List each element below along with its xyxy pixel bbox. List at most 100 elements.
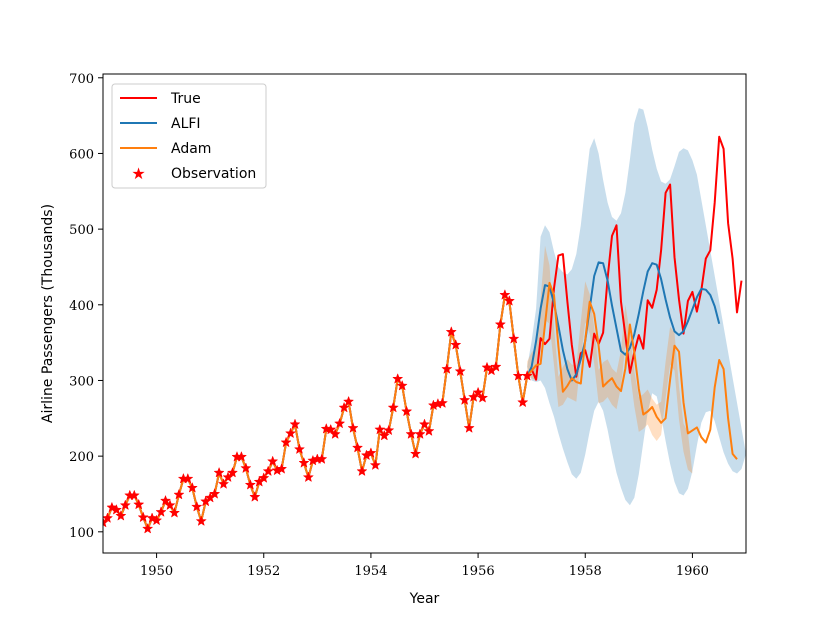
observation-marker <box>436 397 448 408</box>
y-tick-label: 600 <box>69 147 94 162</box>
observation-marker <box>150 514 163 526</box>
observation-marker <box>378 429 390 441</box>
observation-marker <box>235 451 248 462</box>
observation-marker <box>217 478 230 489</box>
x-tick-label: 1952 <box>247 564 280 579</box>
observation-marker <box>334 417 346 429</box>
y-tick-label: 200 <box>69 450 94 465</box>
observation-marker <box>476 391 489 403</box>
observation-marker <box>459 394 471 405</box>
observation-marker <box>119 499 131 511</box>
observation-marker <box>374 423 386 435</box>
legend: True ALFI Adam ★ Observation <box>111 83 267 189</box>
observation-marker <box>423 425 435 436</box>
x-tick-label: 1956 <box>462 564 495 579</box>
legend-box <box>111 83 267 189</box>
observation-marker <box>387 401 399 413</box>
x-tick-label: 1950 <box>140 564 173 579</box>
observation-marker <box>164 499 176 511</box>
observation-marker <box>418 418 431 430</box>
observation-marker <box>128 489 140 501</box>
observation-marker <box>396 379 408 391</box>
observation-marker <box>191 500 203 512</box>
observation-marker <box>298 457 310 468</box>
observation-marker <box>244 478 256 490</box>
observation-marker <box>329 428 341 439</box>
observation-marker <box>226 466 239 478</box>
observation-marker <box>445 326 457 337</box>
observation-marker <box>472 386 484 398</box>
y-axis-label: Airline Passengers (Thousands) <box>40 204 56 423</box>
x-tick-label: 1954 <box>354 564 387 579</box>
observation-marker <box>401 405 413 417</box>
observation-marker <box>351 441 364 453</box>
observation-marker <box>499 289 511 300</box>
observation-marker <box>249 491 261 502</box>
adam-uncertainty-band <box>527 245 693 474</box>
observation-marker <box>383 424 395 436</box>
y-tick-label: 400 <box>69 299 94 314</box>
observation-marker <box>490 360 502 372</box>
observation-marker <box>115 509 127 521</box>
observation-marker <box>503 295 515 306</box>
alfi-uncertainty-band <box>527 108 746 506</box>
plot-frame <box>102 73 747 554</box>
observation-marker <box>284 427 297 439</box>
observation-marker <box>450 338 462 350</box>
observation-marker <box>155 506 167 517</box>
legend-label-true: True <box>170 91 201 107</box>
observation-marker <box>262 465 274 477</box>
observation-marker <box>168 506 181 518</box>
observation-marker <box>213 466 225 478</box>
observation-marker <box>276 463 288 474</box>
observation-marker <box>347 422 359 433</box>
observation-marker <box>133 498 145 510</box>
observation-marker <box>414 428 426 439</box>
y-tick-label: 700 <box>69 72 94 87</box>
observation-marker <box>209 488 221 499</box>
observation-marker <box>365 447 377 458</box>
plot-area <box>103 108 746 534</box>
observation-marker <box>137 511 149 523</box>
plot-content <box>103 108 746 534</box>
observation-marker <box>342 395 355 407</box>
observation-marker <box>356 465 368 477</box>
axis-ticks: 1950 1952 1954 1956 1958 1960 100 200 300 400 500 6… <box>69 72 709 579</box>
observation-marker <box>195 515 207 526</box>
observation-marker <box>463 422 475 433</box>
observation-marker <box>338 401 350 413</box>
observation-marker <box>289 418 301 430</box>
observation-marker <box>481 361 493 373</box>
observation-marker <box>240 462 252 474</box>
observation-marker <box>159 494 172 506</box>
legend-label-observation: Observation <box>171 166 256 182</box>
legend-label-alfi: ALFI <box>171 116 201 132</box>
observation-marker <box>517 396 529 408</box>
observation-marker <box>316 453 328 464</box>
observation-marker <box>267 455 279 467</box>
observation-marker <box>409 447 422 459</box>
observation-marker <box>508 332 520 344</box>
legend-label-adam: Adam <box>171 141 211 157</box>
observation-marker <box>182 472 194 484</box>
observation-marker <box>369 459 381 470</box>
y-tick-label: 100 <box>69 526 94 541</box>
observation-marker <box>103 512 114 523</box>
observation-marker <box>293 443 306 455</box>
y-tick-label: 300 <box>69 374 94 389</box>
x-axis-label: Year <box>409 591 440 607</box>
observation-marker <box>186 481 198 493</box>
x-tick-label: 1958 <box>569 564 602 579</box>
observation-marker <box>258 472 270 483</box>
observation-marker <box>325 423 337 435</box>
observation-marker <box>441 363 453 374</box>
observation-marker <box>142 522 154 534</box>
observation-marker <box>494 318 506 330</box>
observation-marker <box>392 373 404 384</box>
observation-marker <box>521 369 533 381</box>
legend-swatch-observation: ★ <box>131 164 145 183</box>
x-tick-label: 1960 <box>676 564 709 579</box>
observation-marker <box>302 471 314 483</box>
observation-marker <box>280 436 292 448</box>
